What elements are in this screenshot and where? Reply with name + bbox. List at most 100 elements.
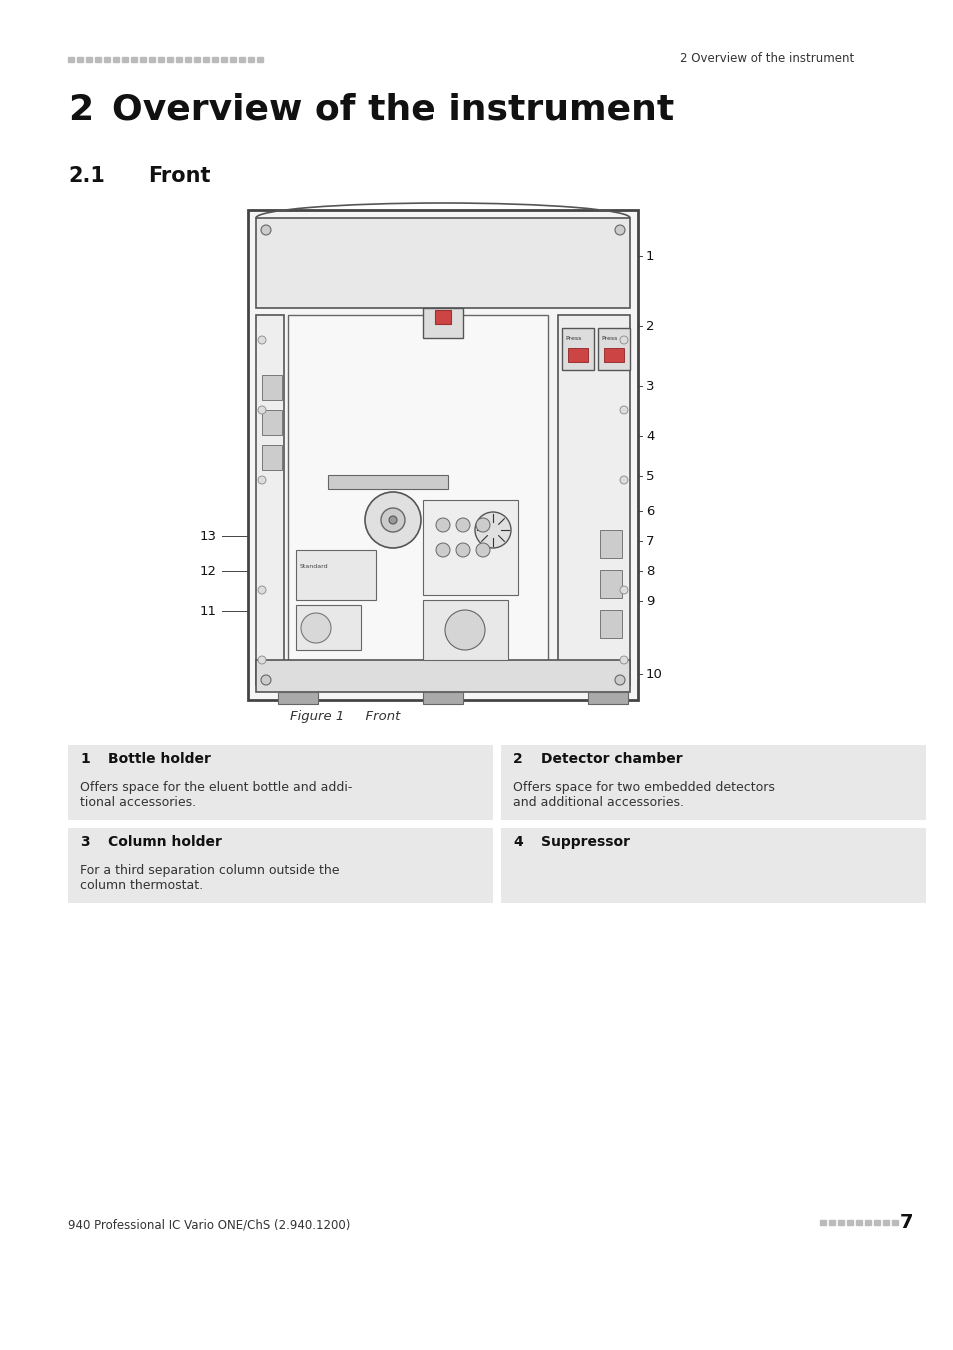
Text: 6: 6 [645, 505, 654, 518]
Circle shape [261, 225, 271, 235]
Bar [599, 570, 621, 598]
Text: Suppressor: Suppressor [540, 836, 629, 849]
Bar [328, 475, 448, 489]
Bar [230, 57, 235, 62]
Circle shape [365, 491, 420, 548]
Bar [891, 1220, 897, 1224]
Bar [820, 1220, 825, 1224]
Text: 5: 5 [645, 470, 654, 483]
Bar [882, 1220, 888, 1224]
Circle shape [257, 336, 266, 344]
Text: Column holder: Column holder [108, 836, 222, 849]
Bar [598, 328, 629, 370]
Bar [873, 1220, 879, 1224]
Circle shape [619, 586, 627, 594]
Circle shape [619, 336, 627, 344]
Bar [203, 57, 209, 62]
Bar [837, 1220, 843, 1224]
Bar [248, 211, 638, 701]
Bar [864, 1220, 870, 1224]
Text: 2.1: 2.1 [68, 166, 105, 186]
Text: 7: 7 [645, 535, 654, 548]
Bar [500, 828, 925, 903]
Bar [561, 328, 594, 370]
Bar [255, 315, 284, 684]
Text: Offers space for the eluent bottle and addi-
tional accessories.: Offers space for the eluent bottle and a… [80, 782, 352, 809]
Bar [295, 605, 360, 649]
Circle shape [257, 477, 266, 485]
Bar [255, 217, 629, 308]
Bar [68, 828, 493, 903]
Bar [277, 693, 317, 703]
Circle shape [476, 518, 490, 532]
Bar [422, 500, 517, 595]
Bar [248, 57, 253, 62]
Bar [77, 57, 83, 62]
Bar [86, 57, 91, 62]
Bar [175, 57, 182, 62]
Text: Standard: Standard [299, 564, 328, 568]
Text: 2: 2 [513, 752, 522, 765]
Circle shape [380, 508, 405, 532]
Bar [239, 57, 245, 62]
Text: 4: 4 [645, 431, 654, 443]
Circle shape [475, 512, 511, 548]
Circle shape [615, 225, 624, 235]
Bar [855, 1220, 862, 1224]
Bar [262, 410, 282, 435]
Text: Detector chamber: Detector chamber [540, 752, 682, 765]
Circle shape [436, 543, 450, 558]
Bar [193, 57, 200, 62]
Bar [262, 375, 282, 400]
Bar [256, 57, 263, 62]
Circle shape [619, 656, 627, 664]
Bar [95, 57, 101, 62]
Text: 11: 11 [200, 605, 216, 618]
Circle shape [615, 675, 624, 684]
Text: 1: 1 [645, 250, 654, 263]
Bar [422, 693, 462, 703]
Text: Overview of the instrument: Overview of the instrument [112, 93, 674, 127]
Bar [422, 599, 507, 660]
Circle shape [619, 477, 627, 485]
Bar [112, 57, 119, 62]
Circle shape [301, 613, 331, 643]
Text: 3: 3 [80, 836, 90, 849]
Circle shape [436, 518, 450, 532]
Bar [599, 531, 621, 558]
Bar [288, 315, 547, 684]
Circle shape [619, 406, 627, 414]
Circle shape [257, 406, 266, 414]
Text: 7: 7 [899, 1214, 913, 1233]
Bar [212, 57, 218, 62]
Bar [122, 57, 128, 62]
Text: For a third separation column outside the
column thermostat.: For a third separation column outside th… [80, 864, 339, 892]
Text: Bottle holder: Bottle holder [108, 752, 211, 765]
Text: 940 Professional IC Vario ONE/ChS (2.940.1200): 940 Professional IC Vario ONE/ChS (2.940… [68, 1218, 350, 1231]
Text: 13: 13 [200, 531, 216, 543]
Bar [500, 745, 925, 819]
Bar [167, 57, 172, 62]
Text: Offers space for two embedded detectors
and additional accessories.: Offers space for two embedded detectors … [513, 782, 774, 809]
Circle shape [257, 586, 266, 594]
Bar [149, 57, 154, 62]
Bar [221, 57, 227, 62]
Bar [131, 57, 137, 62]
Bar [422, 308, 462, 338]
Bar [140, 57, 146, 62]
Bar [68, 57, 74, 62]
Text: Figure 1     Front: Figure 1 Front [290, 710, 400, 724]
Text: 3: 3 [645, 379, 654, 393]
Bar [185, 57, 191, 62]
Bar [558, 315, 629, 684]
Bar [567, 348, 587, 362]
Bar [828, 1220, 834, 1224]
Circle shape [444, 610, 484, 649]
Text: Front: Front [148, 166, 211, 186]
Text: 4: 4 [513, 836, 522, 849]
Text: Press: Press [564, 336, 580, 342]
Text: 1: 1 [80, 752, 90, 765]
Circle shape [389, 516, 396, 524]
Circle shape [476, 543, 490, 558]
Bar [68, 745, 493, 819]
